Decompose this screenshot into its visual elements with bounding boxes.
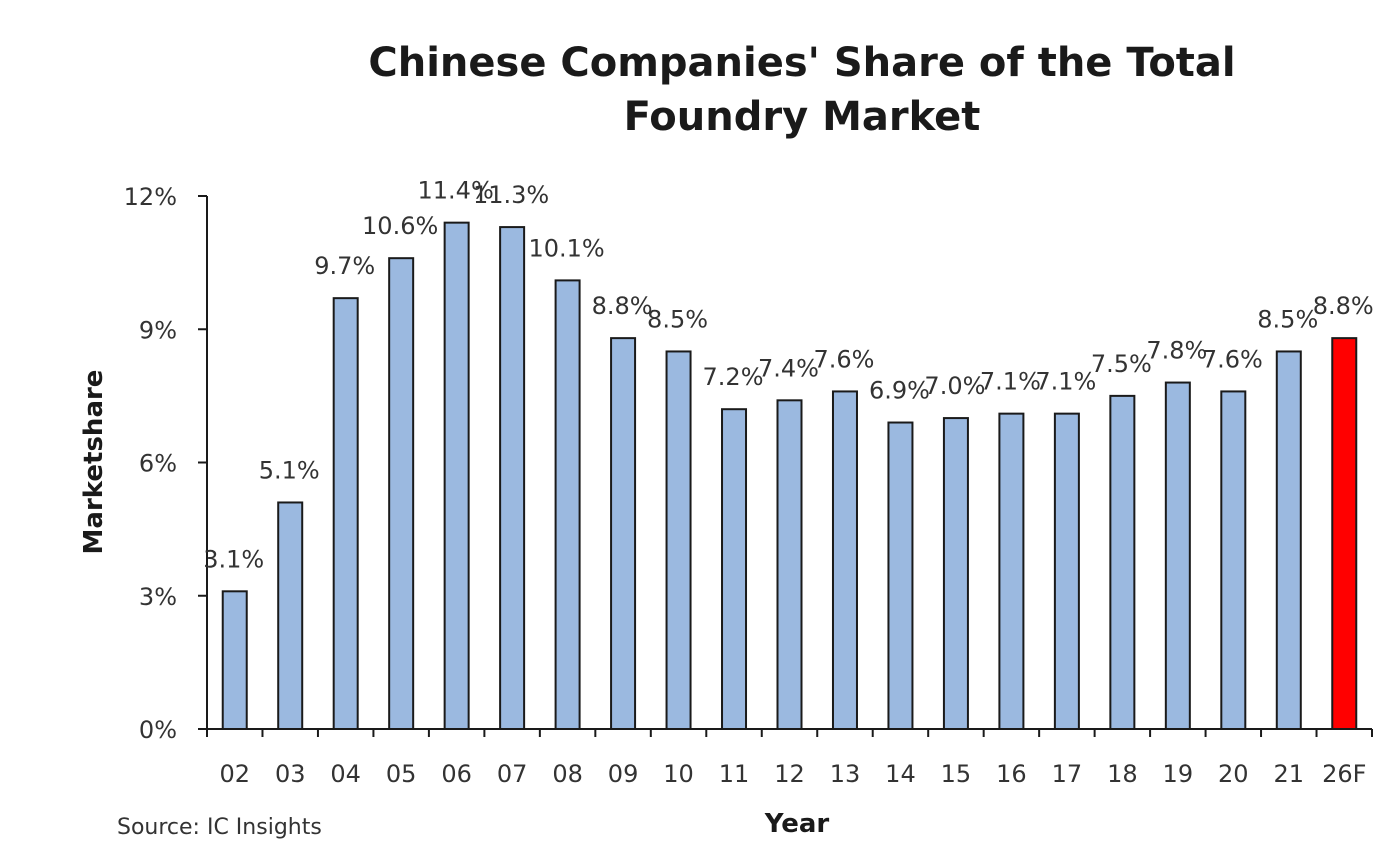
data-label: 7.1% [980,368,1041,396]
data-label: 7.1% [1035,368,1096,396]
bar [1164,381,1191,730]
bar [332,297,359,730]
x-tick-label: 26F [1322,760,1366,788]
x-tick-label: 07 [497,760,528,788]
x-tick-label: 13 [830,760,861,788]
data-label: 11.3% [473,181,549,209]
y-tick-label: 0% [139,716,177,744]
x-tick-label: 05 [386,760,417,788]
x-tick-label: 20 [1218,760,1249,788]
x-tick-label: 02 [219,760,250,788]
bar [1275,350,1302,730]
y-tick-label: 9% [139,316,177,344]
x-tick-label: 09 [608,760,639,788]
bar [443,221,470,730]
bar [998,412,1025,730]
bar [1220,390,1247,730]
data-label: 7.8% [1146,337,1207,365]
y-tick-label: 12% [124,183,177,211]
x-tick-label: 08 [552,760,583,788]
y-tick-label: 6% [139,450,177,478]
bar [831,390,858,730]
bar [665,350,692,730]
data-label: 6.9% [869,377,930,405]
data-label: 8.5% [1257,305,1318,333]
data-label: 10.6% [362,212,438,240]
x-tick-label: 11 [719,760,750,788]
x-tick-label: 10 [663,760,694,788]
x-tick-label: 06 [441,760,472,788]
bar [277,501,304,730]
x-tick-label: 16 [996,760,1027,788]
x-tick-label: 15 [941,760,972,788]
x-tick-label: 03 [275,760,306,788]
bar [887,421,914,730]
plot-area: 0% 3% 6% 9% 12% 02 3.1% 03 5.1% 04 9.7% 05 10.6% 06 11… [124,177,1374,788]
x-axis-title: Year [764,809,830,839]
x-tick-label: 04 [330,760,361,788]
bar [499,226,526,730]
bar [1109,394,1136,730]
data-label: 7.6% [1202,345,1263,373]
x-tick-label: 17 [1052,760,1083,788]
data-label: 8.8% [592,292,653,320]
source-note: Source: IC Insights [117,815,322,840]
bar [221,590,248,731]
bar [942,417,969,730]
x-tick-label: 12 [774,760,805,788]
bar [554,279,581,730]
bar [776,399,803,730]
data-label: 7.0% [924,372,985,400]
bar [388,257,415,730]
chart-title-line-1: Chinese Companies' Share of the Total [368,40,1235,86]
x-tick-label: 18 [1107,760,1138,788]
data-label: 7.5% [1091,350,1152,378]
data-label: 8.5% [647,305,708,333]
data-label: 5.1% [259,456,320,484]
data-label: 7.2% [703,363,764,391]
bar [610,337,637,730]
data-label: 11.4% [418,177,494,205]
chart-title-line-2: Foundry Market [624,94,981,140]
y-axis-title: Marketshare [79,370,109,555]
x-tick-label: 14 [885,760,916,788]
forecast-bar [1331,337,1358,730]
bar [721,408,748,730]
data-label: 3.1% [203,545,264,573]
x-tick-label: 19 [1163,760,1194,788]
x-tick-label: 21 [1274,760,1305,788]
data-label: 9.7% [314,252,375,280]
bar [1053,412,1080,730]
data-label: 10.1% [528,234,604,262]
data-label: 8.8% [1313,292,1374,320]
data-label: 7.6% [813,345,874,373]
data-label: 7.4% [758,354,819,382]
y-tick-label: 3% [139,583,177,611]
